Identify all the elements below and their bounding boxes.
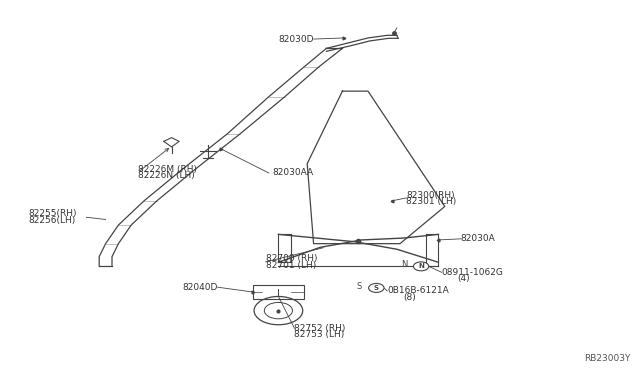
- Text: 82753 (LH): 82753 (LH): [294, 330, 345, 339]
- Text: 82256(LH): 82256(LH): [29, 216, 76, 225]
- Text: 82226M (RH): 82226M (RH): [138, 165, 196, 174]
- Text: 82030AA: 82030AA: [272, 169, 313, 177]
- Text: RB23003Y: RB23003Y: [584, 354, 630, 363]
- Text: 82300(RH): 82300(RH): [406, 191, 455, 200]
- Text: S: S: [357, 282, 362, 291]
- Text: N: N: [418, 263, 424, 269]
- Text: 82255(RH): 82255(RH): [29, 209, 77, 218]
- Text: 82301 (LH): 82301 (LH): [406, 198, 457, 206]
- Circle shape: [369, 283, 384, 292]
- Text: (4): (4): [458, 275, 470, 283]
- Text: 0B16B-6121A: 0B16B-6121A: [387, 286, 449, 295]
- Text: 82030A: 82030A: [461, 234, 495, 243]
- Text: 82701 (LH): 82701 (LH): [266, 261, 316, 270]
- Text: 82030D: 82030D: [278, 35, 314, 44]
- Circle shape: [413, 262, 429, 271]
- Text: 08911-1062G: 08911-1062G: [442, 268, 504, 277]
- Text: 82040D: 82040D: [182, 283, 218, 292]
- Text: N: N: [401, 260, 407, 269]
- Text: 82752 (RH): 82752 (RH): [294, 324, 346, 333]
- Text: 82226N (LH): 82226N (LH): [138, 171, 195, 180]
- Text: 82700 (RH): 82700 (RH): [266, 254, 317, 263]
- Text: (8): (8): [403, 293, 416, 302]
- Text: S: S: [374, 285, 379, 291]
